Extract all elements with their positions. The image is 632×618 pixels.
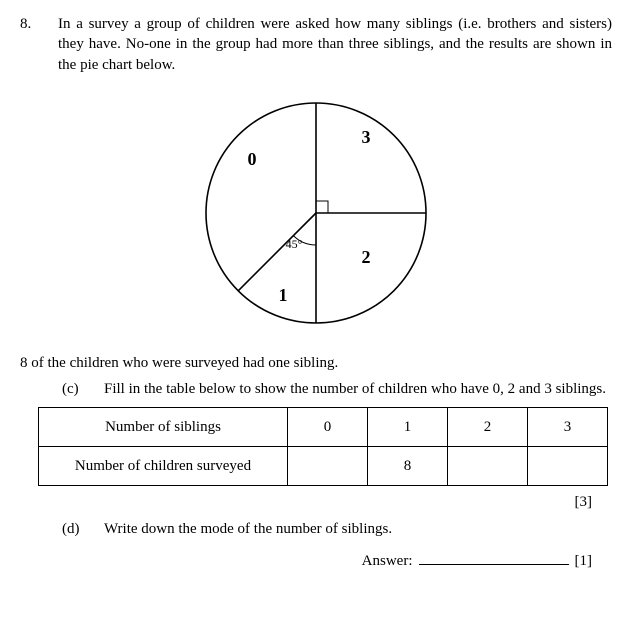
answer-line: Answer: [1] [20,549,592,571]
table-row: Number of siblings 0 1 2 3 [39,408,608,447]
svg-text:0: 0 [248,149,257,169]
question-row: 8. In a survey a group of children were … [20,14,612,75]
question-number: 8. [20,14,38,34]
pie-chart-container: 45° 3 0 1 2 [20,83,612,343]
svg-text:1: 1 [279,285,288,305]
table-cell[interactable] [448,447,528,486]
table-cell: 1 [368,408,448,447]
table-cell[interactable] [288,447,368,486]
part-c-text: Fill in the table below to show the numb… [104,379,606,399]
row1-label: Number of siblings [39,408,288,447]
below-chart-text: 8 of the children who were surveyed had … [20,353,612,373]
part-d-marks: [1] [575,551,593,571]
part-d-label: (d) [62,519,86,539]
svg-text:45°: 45° [286,237,303,251]
pie-chart: 45° 3 0 1 2 [166,83,466,343]
data-table: Number of siblings 0 1 2 3 Number of chi… [38,407,608,486]
part-c-label: (c) [62,379,86,399]
table-row: Number of children surveyed 8 [39,447,608,486]
answer-blank[interactable] [419,549,569,565]
part-d-row: (d) Write down the mode of the number of… [62,519,612,539]
table-cell: 8 [368,447,448,486]
svg-text:3: 3 [362,127,371,147]
part-c-marks: [3] [20,492,592,512]
svg-text:2: 2 [362,247,371,267]
table-cell[interactable] [528,447,608,486]
row2-label: Number of children surveyed [39,447,288,486]
table-cell: 3 [528,408,608,447]
part-c-row: (c) Fill in the table below to show the … [62,379,612,399]
question-text: In a survey a group of children were ask… [58,14,612,75]
table-cell: 0 [288,408,368,447]
answer-label: Answer: [362,551,413,571]
table-cell: 2 [448,408,528,447]
part-d-text: Write down the mode of the number of sib… [104,519,392,539]
